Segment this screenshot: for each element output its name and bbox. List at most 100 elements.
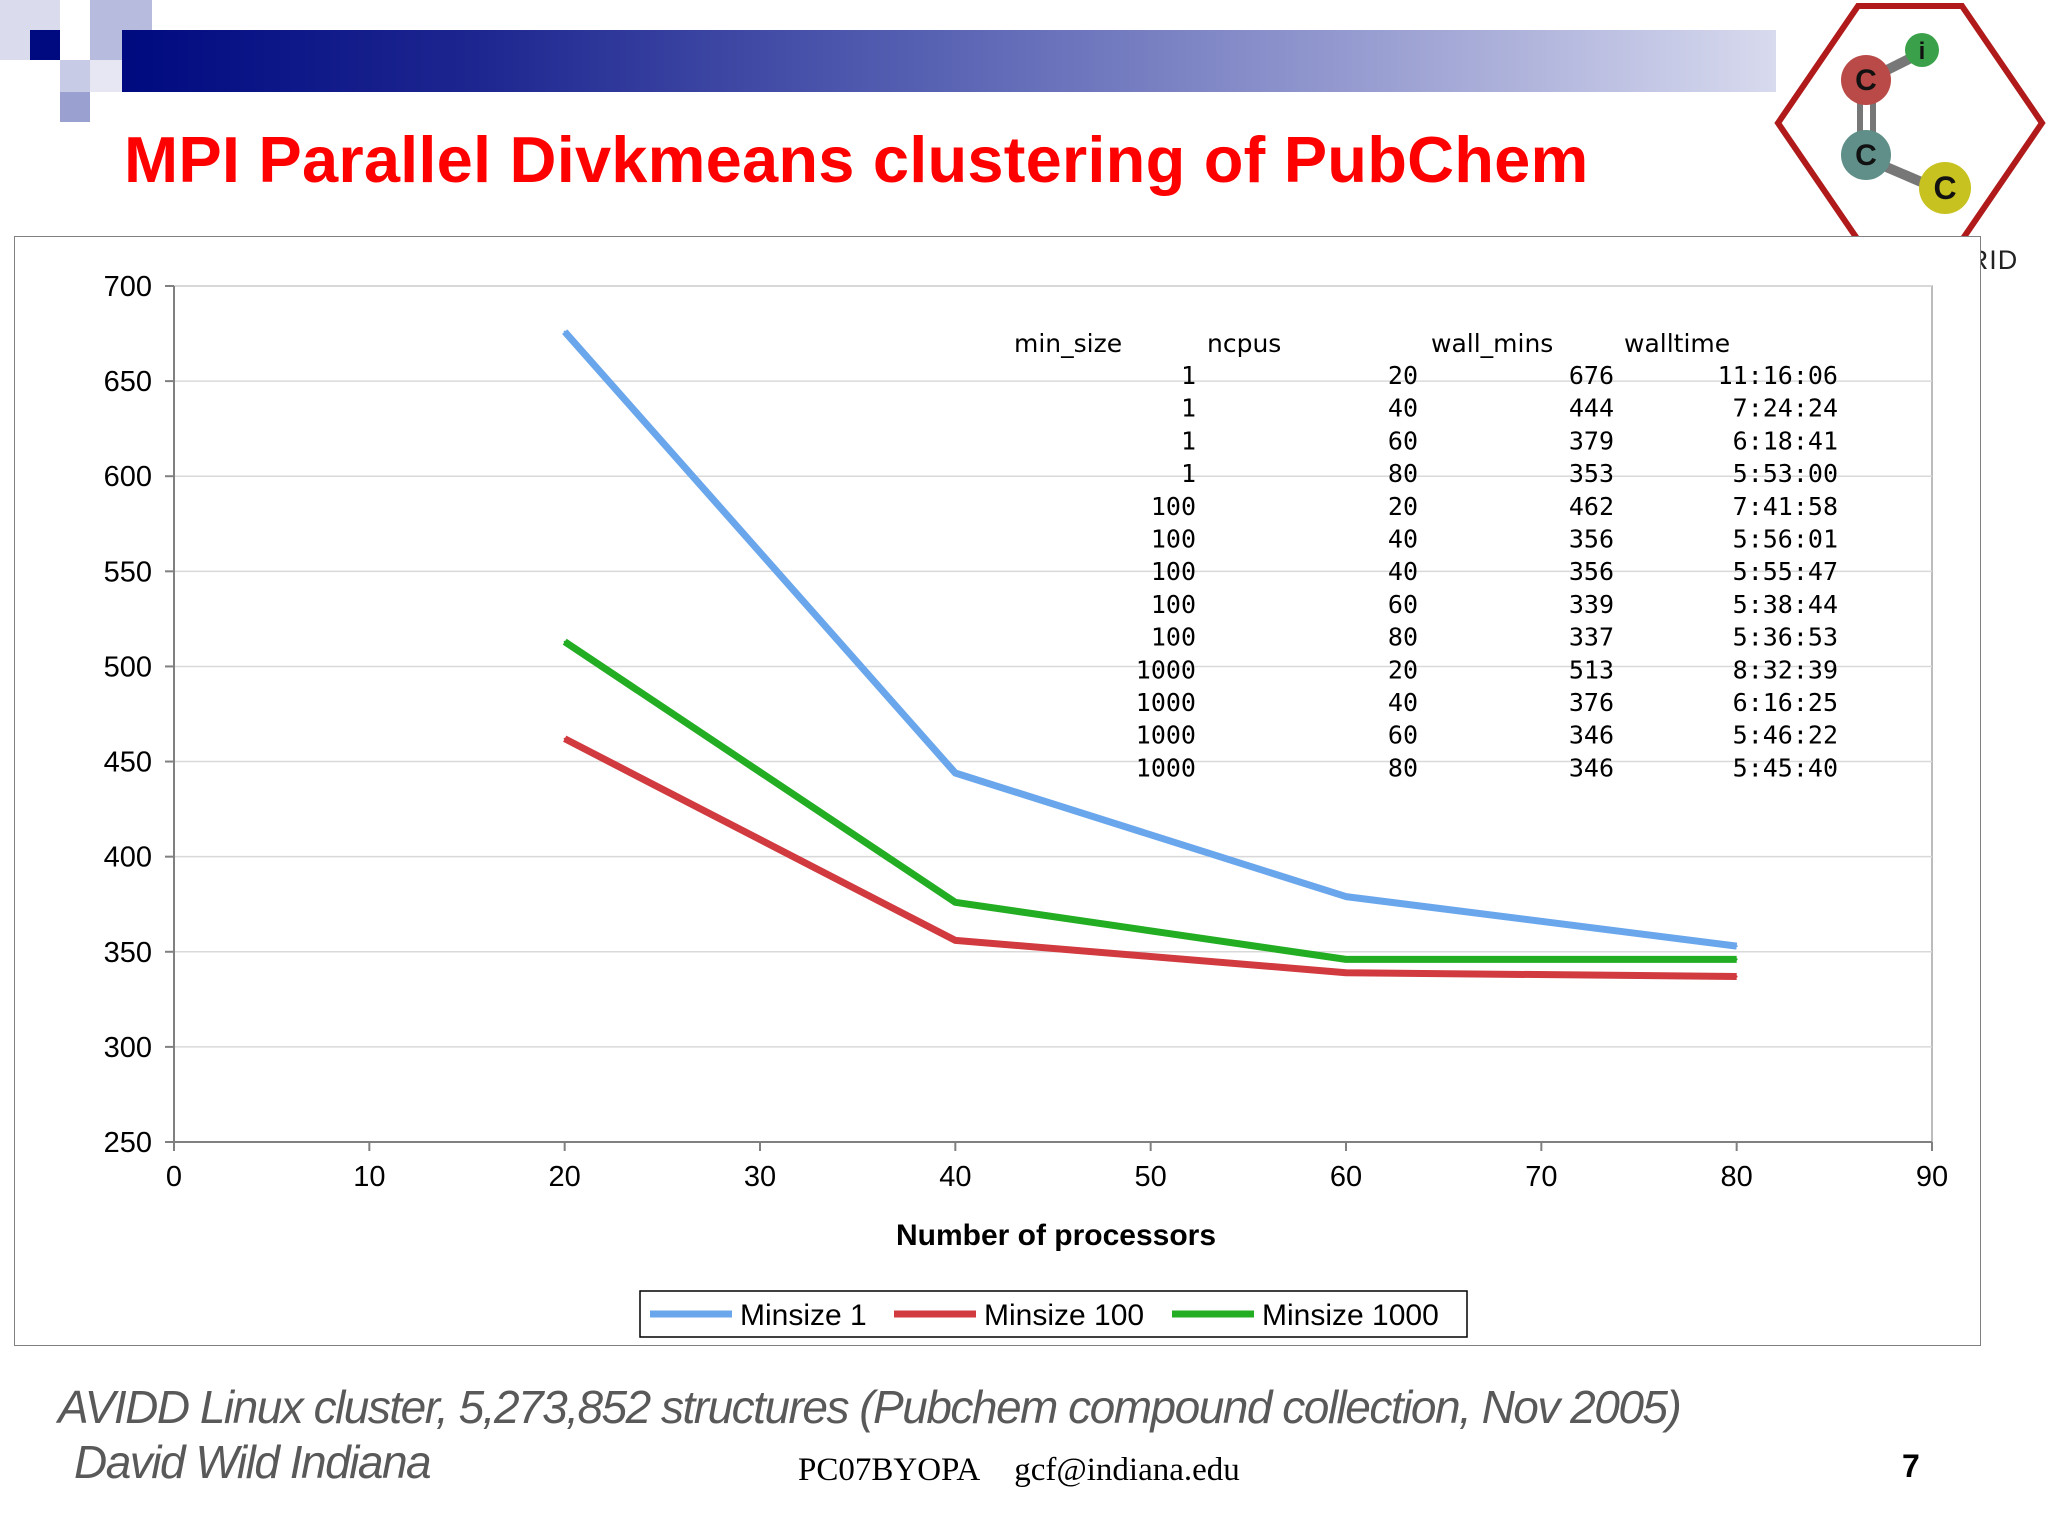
table-cell: 60 — [1388, 721, 1418, 750]
x-tick-label: 0 — [166, 1161, 182, 1193]
y-tick-label: 550 — [104, 556, 152, 588]
header-decor-square — [60, 92, 90, 122]
table-cell: 6:18:41 — [1733, 426, 1838, 455]
table-cell: 40 — [1388, 557, 1418, 586]
table-cell: 462 — [1569, 492, 1614, 521]
table-cell: 1000 — [1136, 721, 1196, 750]
table-cell: 40 — [1388, 525, 1418, 554]
footer-code: PC07BYOPA — [798, 1452, 981, 1488]
table-cell: 5:45:40 — [1733, 753, 1838, 782]
y-tick-label: 500 — [104, 651, 152, 683]
header-decor-square — [90, 60, 122, 92]
x-tick-label: 20 — [549, 1161, 581, 1193]
caption-line-1: AVIDD Linux cluster, 5,273,852 structure… — [58, 1381, 1682, 1433]
table-cell: 1000 — [1136, 655, 1196, 684]
legend-label: Minsize 1 — [740, 1299, 867, 1332]
table-cell: 1000 — [1136, 688, 1196, 717]
series-point — [1735, 958, 1738, 961]
table-cell: 7:41:58 — [1733, 492, 1838, 521]
logo-atom-yellow — [1919, 162, 1971, 214]
x-tick-label: 10 — [353, 1161, 385, 1193]
table-cell: 20 — [1388, 492, 1418, 521]
table-cell: 1 — [1181, 459, 1196, 488]
table-header: wall_mins — [1431, 329, 1553, 358]
series-point — [1735, 945, 1738, 948]
table-cell: 356 — [1569, 525, 1614, 554]
table-cell: 353 — [1569, 459, 1614, 488]
table-cell: 6:16:25 — [1733, 688, 1838, 717]
table-cell: 346 — [1569, 721, 1614, 750]
table-cell: 40 — [1388, 688, 1418, 717]
table-cell: 20 — [1388, 361, 1418, 390]
footer-email: gcf@indiana.edu — [1014, 1452, 1240, 1488]
series-point — [1735, 975, 1738, 978]
y-tick-label: 350 — [104, 937, 152, 969]
header-decor-square — [30, 30, 60, 60]
logo-atom-red — [1841, 55, 1891, 105]
logo-letter: C — [1933, 170, 1956, 206]
table-cell: 339 — [1569, 590, 1614, 619]
table-cell: 80 — [1388, 623, 1418, 652]
series-line-3 — [562, 638, 1737, 963]
series-point — [954, 939, 957, 942]
logo-letter: C — [1855, 64, 1877, 97]
table-cell: 20 — [1388, 655, 1418, 684]
plot-area — [173, 285, 1933, 1143]
table-cell: 676 — [1569, 361, 1614, 390]
series-point — [1345, 971, 1347, 974]
table-cell: 40 — [1388, 394, 1418, 423]
table-cell: 80 — [1388, 459, 1418, 488]
page-number: 7 — [1902, 1448, 1920, 1484]
table-cell: 5:53:00 — [1733, 459, 1838, 488]
series-point — [954, 901, 957, 904]
table-cell: 513 — [1569, 655, 1614, 684]
footer: PC07BYOPA gcf@indiana.edu — [798, 1452, 1274, 1489]
table-cell: 100 — [1151, 492, 1196, 521]
x-axis-label: Number of processors — [896, 1219, 1216, 1252]
table-cell: 346 — [1569, 753, 1614, 782]
table-header: walltime — [1624, 329, 1730, 358]
table-cell: 5:56:01 — [1733, 525, 1838, 554]
series-line-1 — [562, 329, 1738, 950]
table-cell: 1 — [1181, 426, 1196, 455]
legend-label: Minsize 100 — [984, 1299, 1144, 1332]
logo-atom-green — [1905, 33, 1939, 67]
table-cell: 7:24:24 — [1733, 394, 1838, 423]
table-header: min_size — [1014, 329, 1122, 358]
logo-letter: C — [1855, 139, 1877, 172]
y-tick-label: 700 — [104, 271, 152, 303]
table-cell: 5:36:53 — [1733, 623, 1838, 652]
logo-letter: i — [1919, 38, 1926, 65]
table-cell: 100 — [1151, 623, 1196, 652]
x-tick-label: 30 — [744, 1161, 776, 1193]
caption-line-2: David Wild Indiana — [74, 1436, 432, 1488]
table-cell: 379 — [1569, 426, 1614, 455]
table-cell: 1 — [1181, 361, 1196, 390]
series-point — [563, 737, 566, 740]
table-cell: 5:55:47 — [1733, 557, 1838, 586]
series-point — [563, 330, 566, 333]
chart-frame — [14, 236, 1981, 1346]
series-point — [563, 640, 566, 643]
x-tick-label: 60 — [1330, 1161, 1362, 1193]
series-point — [1345, 895, 1347, 898]
logo-atom-gray — [1841, 130, 1891, 180]
table-cell: 356 — [1569, 557, 1614, 586]
table-cell: 1000 — [1136, 753, 1196, 782]
y-tick-label: 450 — [104, 747, 152, 779]
table-cell: 100 — [1151, 557, 1196, 586]
table-cell: 100 — [1151, 590, 1196, 619]
x-tick-label: 50 — [1135, 1161, 1167, 1193]
series-point — [1345, 958, 1347, 961]
x-tick-label: 40 — [939, 1161, 971, 1193]
table-cell: 444 — [1569, 394, 1614, 423]
table-header: ncpus — [1207, 329, 1281, 358]
y-tick-label: 400 — [104, 842, 152, 874]
table-cell: 60 — [1388, 590, 1418, 619]
y-tick-label: 300 — [104, 1032, 152, 1064]
y-tick-label: 600 — [104, 461, 152, 493]
table-cell: 337 — [1569, 623, 1614, 652]
y-tick-label: 650 — [104, 366, 152, 398]
x-tick-label: 90 — [1916, 1161, 1948, 1193]
series-point — [954, 771, 957, 774]
